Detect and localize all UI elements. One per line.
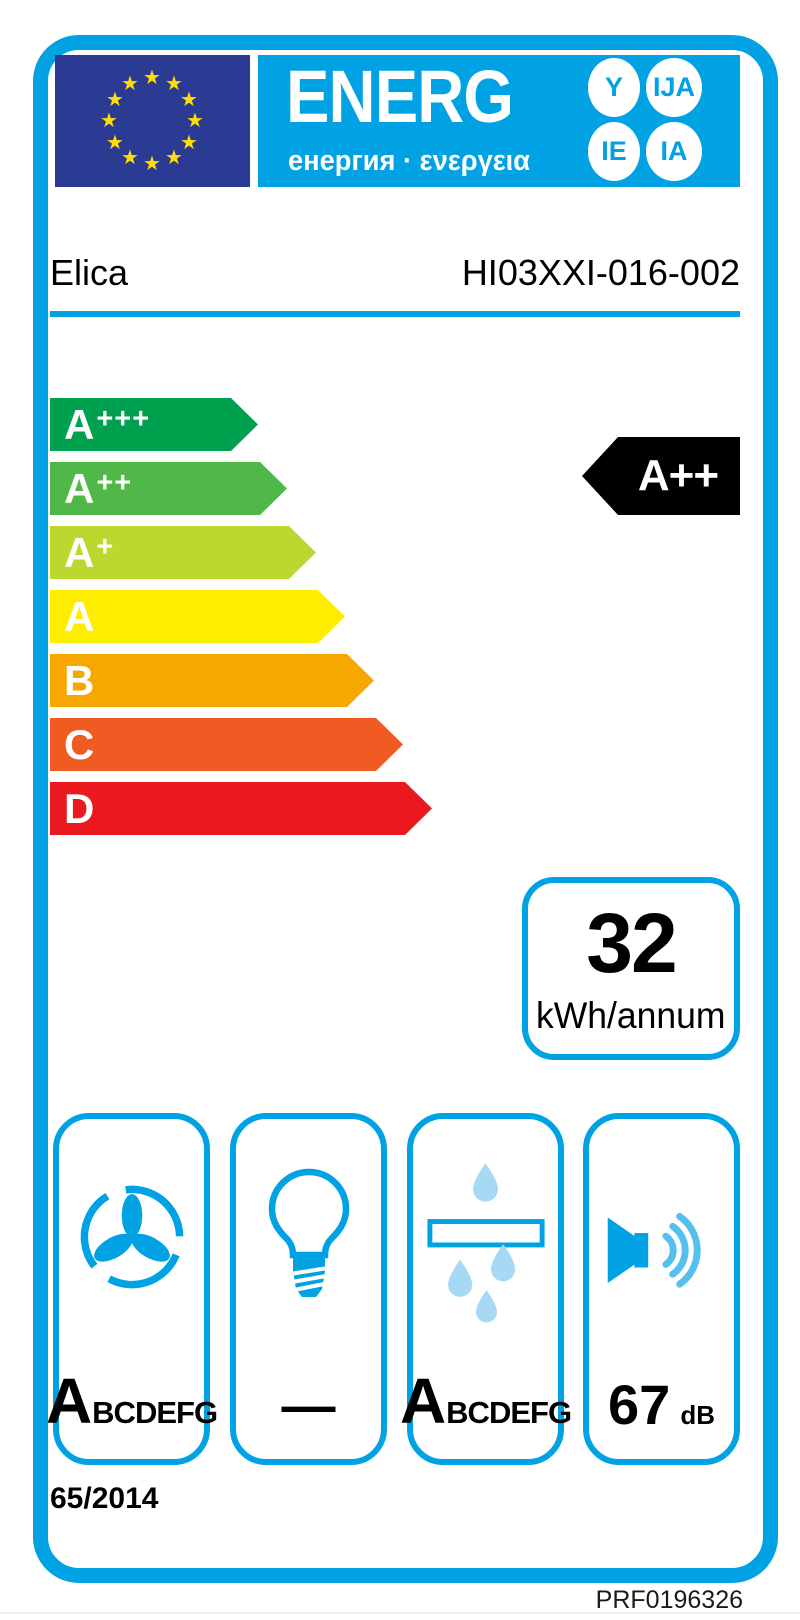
energ-title: ENERG (286, 55, 514, 138)
noise-level: 67 dB (608, 1373, 715, 1436)
eu-star-icon: ★ (121, 147, 139, 169)
label-header: ★ ★ ★ ★ ★ ★ ★ ★ ★ ★ ★ ★ ENERG енергия · … (55, 55, 740, 187)
class-bar-a-plus2: A ++ (50, 462, 287, 515)
eu-star-icon: ★ (180, 89, 198, 111)
brand-name: Elica (50, 252, 129, 293)
energ-subtitle: енергия · ενεργεια (288, 145, 531, 177)
eu-star-icon: ★ (165, 147, 183, 169)
energ-suffix-badges: Y IJA IE IA (587, 58, 702, 181)
selected-class-value: A++ (637, 451, 719, 500)
class-bar-c: C (50, 718, 403, 771)
class-bar-d: D (50, 782, 432, 835)
eu-star-icon: ★ (106, 89, 124, 111)
energy-consumption-value: 32 (586, 895, 677, 990)
eu-star-icon: ★ (165, 73, 183, 95)
lightbulb-icon (259, 1167, 359, 1310)
badge-ia: IA (645, 122, 702, 181)
speaker-icon (606, 1207, 718, 1302)
eu-star-icon: ★ (186, 110, 204, 132)
eu-star-icon: ★ (121, 73, 139, 95)
regulation-number: 65/2014 (50, 1482, 159, 1515)
brand-row: Elica HI03XXI-016-002 (50, 252, 740, 294)
class-bar-b: B (50, 654, 374, 707)
eu-star-icon: ★ (180, 132, 198, 154)
header-divider (50, 311, 740, 317)
energy-consumption-unit: kWh/annum (536, 994, 726, 1036)
metric-grease-filter: A BCDEFG (399, 1113, 572, 1465)
badge-ija: IJA (645, 58, 702, 117)
class-bar-a: A (50, 590, 345, 643)
eu-star-icon: ★ (143, 67, 161, 89)
fan-efficiency-class: A BCDEFG (45, 1365, 218, 1437)
grease-filter-icon (425, 1163, 547, 1328)
eu-star-icon: ★ (106, 132, 124, 154)
badge-ie: IE (587, 122, 640, 181)
grease-filter-class: A BCDEFG (399, 1365, 572, 1437)
metric-lighting: — (230, 1113, 387, 1465)
energy-consumption-box: 32 kWh/annum (522, 877, 740, 1060)
scan-artifact-line (0, 1612, 800, 1614)
fan-icon (76, 1181, 188, 1298)
reference-code: PRF0196326 (595, 1586, 743, 1614)
eu-star-icon: ★ (143, 153, 161, 175)
metric-noise: 67 dB (583, 1113, 740, 1465)
class-bar-a-plus1: A + (50, 526, 316, 579)
class-bar-a-plus3: A +++ (50, 398, 258, 451)
lighting-class: — (281, 1376, 336, 1436)
badge-y: Y (587, 58, 640, 117)
eu-star-icon: ★ (100, 110, 118, 132)
model-number: HI03XXI-016-002 (461, 252, 740, 293)
metric-fan-efficiency: A BCDEFG (45, 1113, 218, 1465)
selected-class-arrow: A++ (582, 437, 740, 515)
energ-banner: ENERG енергия · ενεργεια Y IJA IE IA (258, 55, 740, 187)
energy-class-scale: A +++ A ++ A + A B C D (50, 398, 432, 835)
eu-flag: ★ ★ ★ ★ ★ ★ ★ ★ ★ ★ ★ ★ (55, 55, 250, 187)
